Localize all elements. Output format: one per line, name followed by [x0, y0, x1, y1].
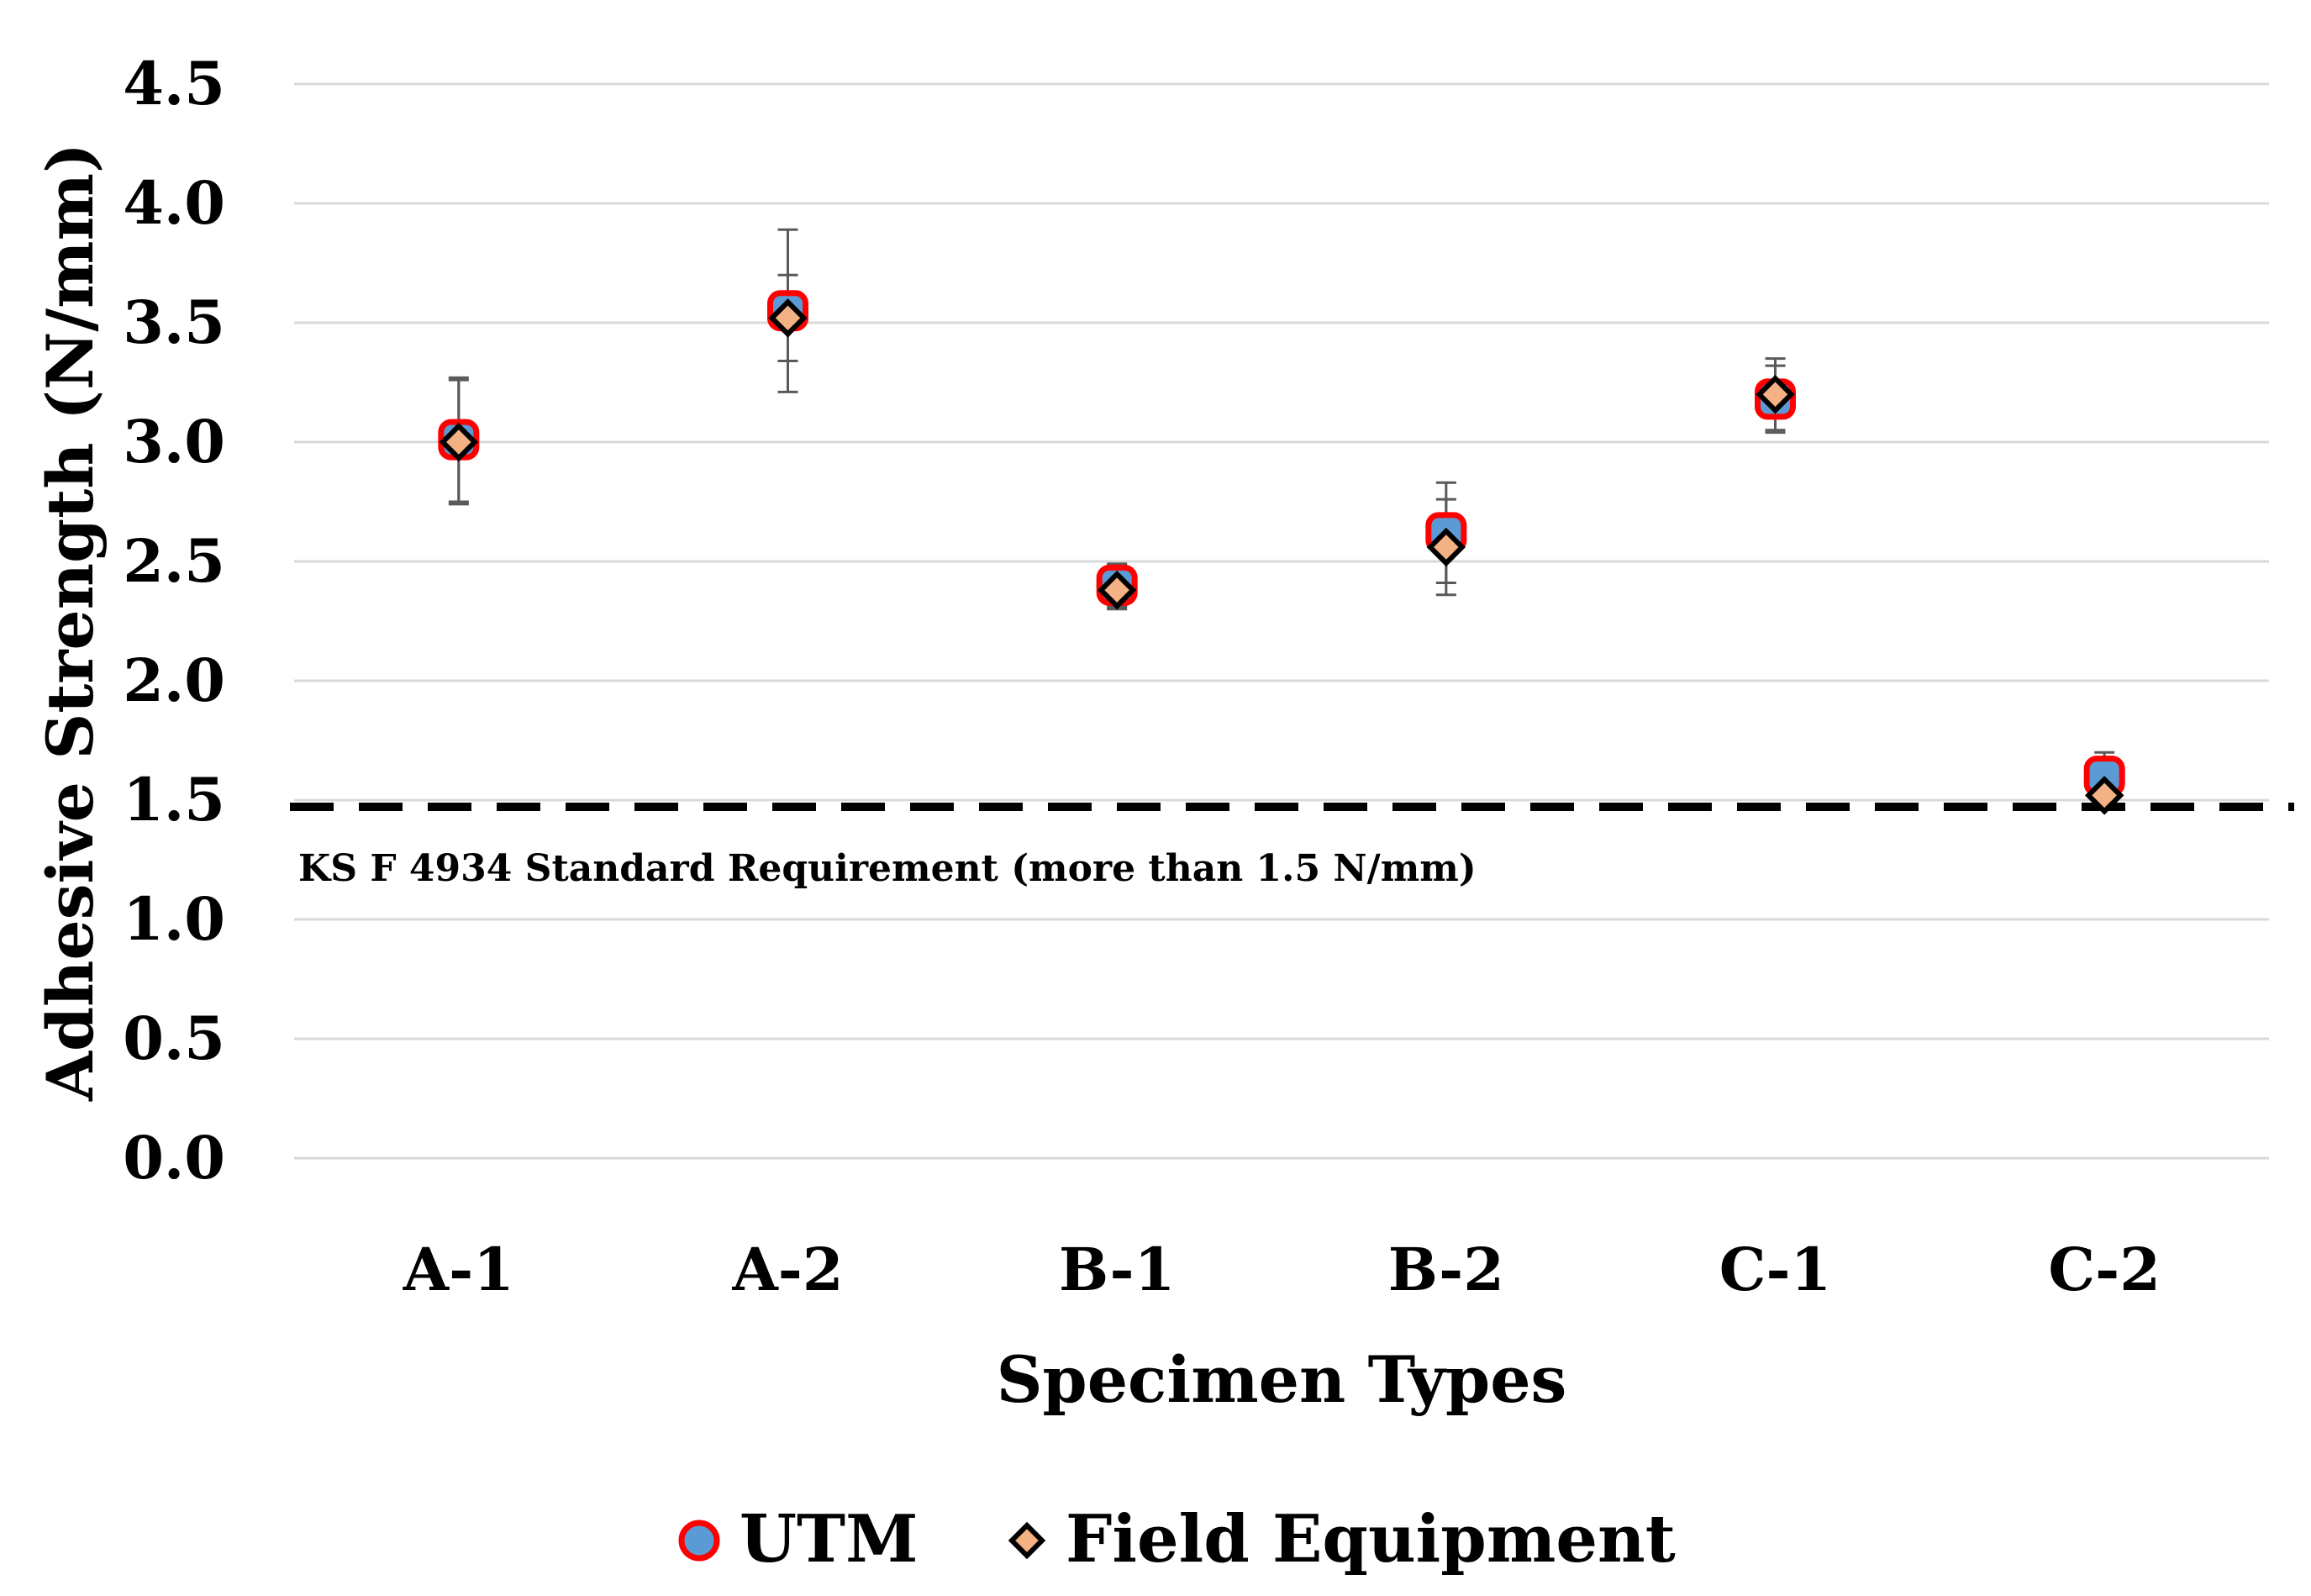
- field-equipment-point: [768, 298, 808, 338]
- gridlines: [294, 82, 2269, 1160]
- x-tick-labels: A-1 A-2 B-1 B-2 C-1 C-2: [403, 1235, 2161, 1304]
- y-tick-label: 3.5: [123, 287, 225, 357]
- y-tick-labels: 0.0 0.5 1.0 1.5 2.0 2.5 3.0 3.5 4.0 4.5: [123, 49, 225, 1193]
- data-points: [438, 290, 2125, 815]
- x-axis-title: Specimen Types: [997, 1342, 1567, 1417]
- field-equipment-point: [1097, 570, 1137, 610]
- legend-utm-label: UTM: [740, 1501, 918, 1578]
- field-equipment-point: [1426, 527, 1466, 567]
- y-tick-label: 1.5: [123, 765, 225, 835]
- y-axis-title: Adhesive Strength (N/mm): [33, 143, 108, 1102]
- y-tick-label: 2.5: [123, 526, 225, 596]
- y-tick-label: 4.5: [123, 49, 225, 119]
- y-tick-label: 3.0: [123, 407, 225, 477]
- legend-utm-marker: [678, 1520, 720, 1562]
- legend: UTM Field Equipment: [678, 1501, 1676, 1578]
- field-equipment-point: [1756, 374, 1795, 414]
- error-bars: [448, 228, 2115, 804]
- x-tick-label: A-1: [403, 1235, 514, 1304]
- y-tick-label: 2.0: [123, 645, 225, 715]
- x-tick-label: C-1: [1719, 1235, 1831, 1304]
- field-equipment-point: [439, 422, 479, 462]
- y-tick-label: 0.0: [123, 1123, 225, 1193]
- y-tick-label: 0.5: [123, 1003, 225, 1073]
- x-tick-label: B-2: [1388, 1235, 1504, 1304]
- legend-field-equipment-marker: [1008, 1521, 1046, 1560]
- legend-field-equipment-label: Field Equipment: [1066, 1501, 1676, 1578]
- field-equipment-point: [2084, 776, 2124, 815]
- reference-line-label: KS F 4934 Standard Requirement (more tha…: [298, 847, 1477, 890]
- x-tick-label: C-2: [2048, 1235, 2160, 1304]
- x-tick-label: B-1: [1059, 1235, 1175, 1304]
- x-tick-label: A-2: [731, 1235, 843, 1304]
- y-tick-label: 4.0: [123, 168, 225, 238]
- y-tick-label: 1.0: [123, 884, 225, 954]
